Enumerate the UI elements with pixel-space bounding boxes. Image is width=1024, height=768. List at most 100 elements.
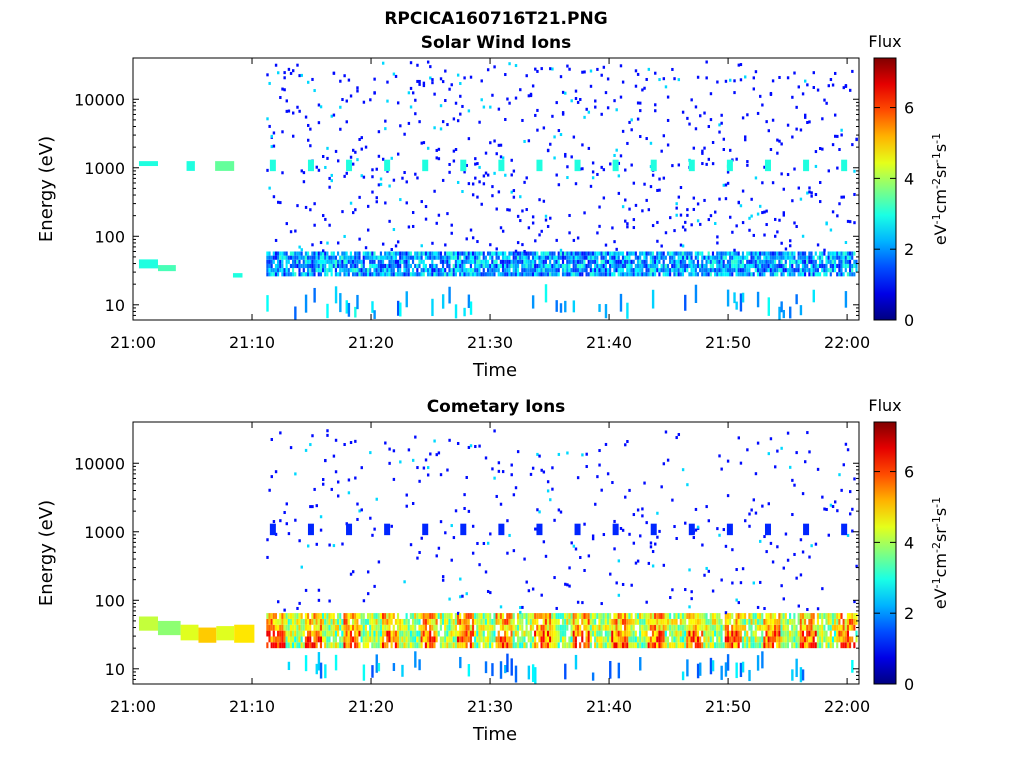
band-cell xyxy=(281,259,284,264)
scatter-cell xyxy=(555,606,558,610)
band-cell xyxy=(801,624,805,631)
band-cell xyxy=(384,618,387,625)
band-cell xyxy=(534,268,537,273)
band-cell xyxy=(615,613,618,619)
periodic-peak xyxy=(384,159,391,172)
scatter-cell xyxy=(769,148,773,152)
low-energy-cell xyxy=(681,671,685,681)
band-cell xyxy=(679,636,682,643)
band-cell xyxy=(268,624,271,631)
band-cell xyxy=(446,636,449,643)
band-cell xyxy=(791,624,794,631)
band-cell xyxy=(767,636,770,643)
band-cell xyxy=(611,255,614,260)
scatter-cell xyxy=(626,141,629,145)
band-cell xyxy=(448,272,451,277)
scatter-cell xyxy=(486,589,490,593)
band-cell xyxy=(767,642,770,649)
scatter-cell xyxy=(564,91,567,95)
band-cell xyxy=(384,642,387,649)
scatter-cell xyxy=(705,76,708,80)
band-cell xyxy=(645,613,648,619)
band-cell xyxy=(480,613,483,619)
band-cell xyxy=(591,624,595,631)
band-cell xyxy=(459,630,462,637)
band-cell xyxy=(508,268,511,273)
band-cell xyxy=(437,255,440,260)
scatter-cell xyxy=(551,487,554,491)
scatter-cell xyxy=(692,196,696,200)
scatter-cell xyxy=(763,165,766,169)
band-cell xyxy=(763,624,766,631)
scatter-cell xyxy=(789,244,792,248)
scatter-cell xyxy=(662,563,666,567)
scatter-cell xyxy=(761,211,764,215)
band-cell xyxy=(334,268,337,273)
band-cell xyxy=(501,624,505,631)
band-cell xyxy=(349,268,352,273)
band-cell xyxy=(851,251,854,256)
band-cell xyxy=(422,263,425,269)
band-cell xyxy=(793,259,796,264)
band-cell xyxy=(289,624,293,631)
band-cell xyxy=(454,268,457,273)
band-cell xyxy=(609,259,612,264)
band-cell xyxy=(696,636,700,643)
band-cell xyxy=(409,613,412,619)
band-cell xyxy=(399,618,402,625)
band-cell xyxy=(555,255,558,260)
band-cell xyxy=(589,636,592,643)
band-cell xyxy=(542,613,545,619)
scatter-cell xyxy=(613,99,616,103)
band-cell xyxy=(542,642,545,649)
scatter-cell xyxy=(722,137,726,141)
band-cell xyxy=(583,642,586,649)
band-cell xyxy=(681,642,685,649)
band-cell xyxy=(808,613,811,619)
scatter-cell xyxy=(851,69,854,73)
band-cell xyxy=(347,268,350,273)
band-cell xyxy=(281,618,284,625)
band-cell xyxy=(448,618,451,625)
band-cell xyxy=(739,263,742,269)
band-cell xyxy=(341,259,344,264)
band-cell xyxy=(469,624,472,631)
band-cell xyxy=(598,624,601,631)
band-cell xyxy=(309,272,312,277)
band-cell xyxy=(776,618,779,625)
scatter-cell xyxy=(701,162,704,166)
band-cell xyxy=(390,255,393,260)
band-cell xyxy=(647,268,650,273)
scatter-cell xyxy=(285,99,288,103)
scatter-cell xyxy=(846,219,850,223)
band-cell xyxy=(669,268,672,273)
band-cell xyxy=(630,272,633,277)
band-cell xyxy=(596,624,599,631)
scatter-cell xyxy=(277,200,280,204)
band-cell xyxy=(761,618,764,625)
band-cell xyxy=(823,263,826,269)
band-cell xyxy=(296,259,299,264)
band-cell xyxy=(392,259,395,264)
scatter-cell xyxy=(521,118,524,122)
band-cell xyxy=(354,613,357,619)
scatter-cell xyxy=(632,541,636,545)
band-cell xyxy=(321,268,325,273)
band-cell xyxy=(632,624,635,631)
band-cell xyxy=(491,618,494,625)
band-cell xyxy=(776,636,779,643)
band-cell xyxy=(733,618,736,625)
band-cell xyxy=(688,624,691,631)
band-cell xyxy=(399,268,402,273)
band-cell xyxy=(512,624,515,631)
band-cell xyxy=(405,263,408,269)
band-cell xyxy=(776,268,779,273)
band-cell xyxy=(589,624,592,631)
band-cell xyxy=(739,268,742,273)
band-cell xyxy=(795,268,798,273)
scatter-cell xyxy=(277,71,280,75)
band-cell xyxy=(604,636,607,643)
scatter-cell xyxy=(478,444,481,448)
low-energy-cell xyxy=(287,661,291,671)
scatter-cell xyxy=(619,526,623,530)
